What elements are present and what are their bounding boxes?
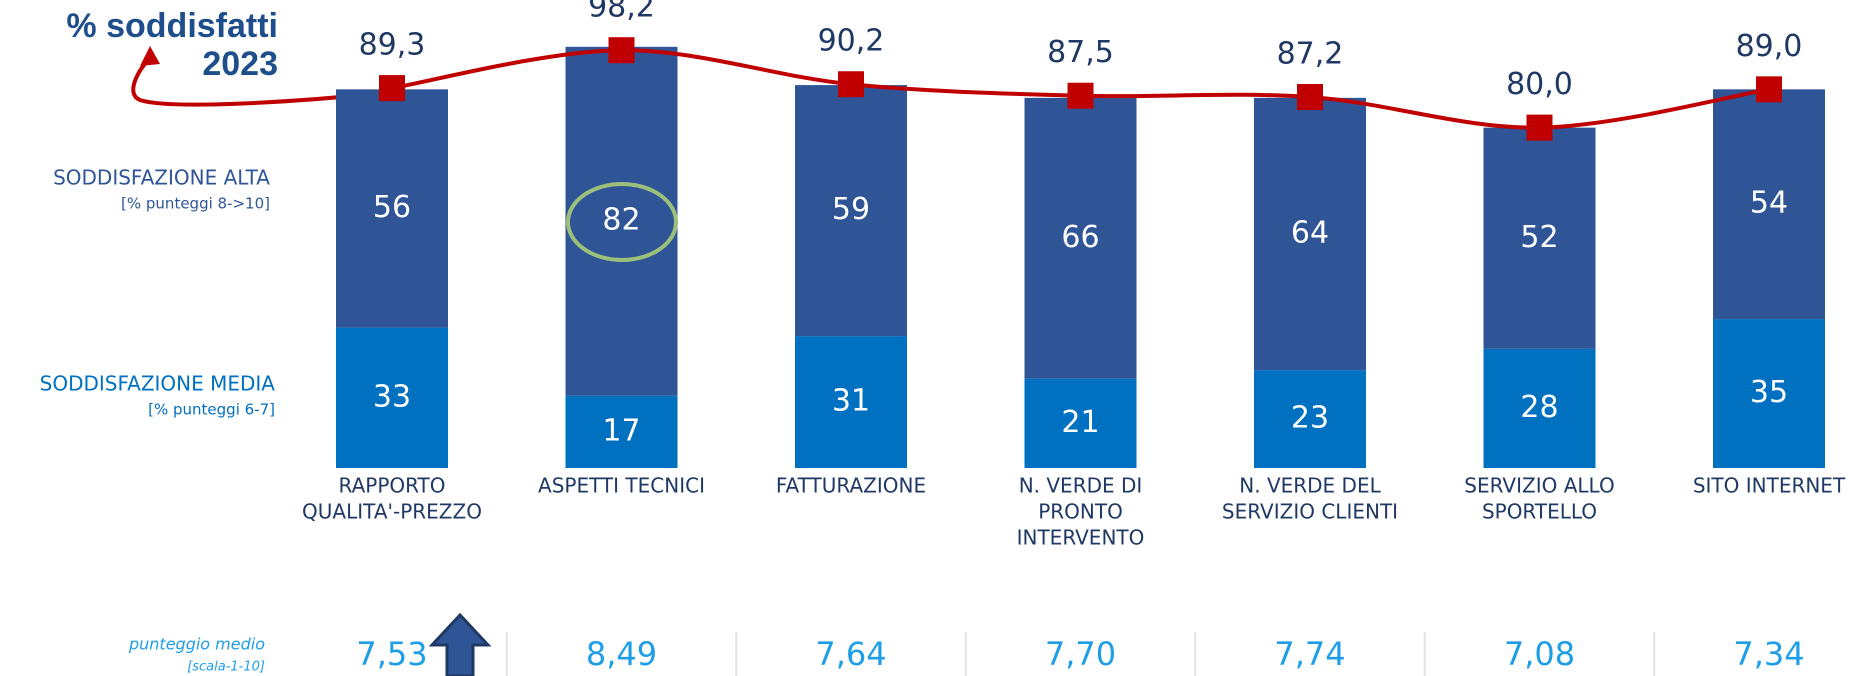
data-label: 21 bbox=[1061, 405, 1099, 440]
line-label: 89,0 bbox=[1736, 29, 1803, 64]
mean-value: 7,08 bbox=[1504, 635, 1575, 673]
x-tick-label: ASPETTI TECNICI bbox=[538, 474, 705, 498]
line-marker bbox=[1067, 82, 1094, 109]
x-tick-label: PRONTO bbox=[1038, 500, 1123, 524]
decor-circle bbox=[566, 182, 678, 262]
chart-title: % soddisfatti bbox=[66, 7, 278, 45]
x-tick-label: SPORTELLO bbox=[1482, 500, 1597, 524]
bar-segment bbox=[1483, 348, 1596, 468]
data-label: 33 bbox=[373, 379, 411, 414]
legend-label: SODDISFAZIONE ALTA bbox=[53, 166, 270, 190]
data-label: 28 bbox=[1520, 390, 1558, 425]
data-label: 31 bbox=[832, 384, 870, 419]
line-label: 98,2 bbox=[588, 0, 655, 25]
data-label: 56 bbox=[373, 190, 411, 225]
chart-title: 2023 bbox=[202, 45, 278, 83]
mean-value: 7,34 bbox=[1733, 635, 1804, 673]
bar-segment bbox=[1483, 127, 1596, 349]
line-label: 87,2 bbox=[1277, 37, 1344, 72]
bar-segment bbox=[1254, 370, 1366, 468]
data-label: 66 bbox=[1061, 220, 1099, 255]
bar-segment bbox=[1713, 319, 1825, 468]
bar-segment bbox=[565, 395, 678, 468]
bar-segment bbox=[1024, 378, 1137, 468]
data-label: 17 bbox=[602, 413, 640, 448]
bar-segment bbox=[336, 89, 448, 328]
line-marker bbox=[1756, 76, 1782, 103]
x-tick-label: RAPPORTO bbox=[338, 474, 445, 498]
x-tick-label: FATTURAZIONE bbox=[776, 474, 926, 498]
mean-value: 7,53 bbox=[356, 635, 427, 673]
x-tick-label: SERVIZIO CLIENTI bbox=[1222, 500, 1398, 524]
line-marker bbox=[1297, 84, 1323, 111]
line-marker bbox=[1526, 114, 1553, 141]
bar-segment bbox=[336, 327, 448, 468]
line-marker bbox=[379, 75, 405, 102]
data-label: 54 bbox=[1750, 186, 1788, 221]
bar-segment bbox=[795, 85, 907, 337]
x-tick-label: N. VERDE DI bbox=[1019, 474, 1143, 498]
legend-label: SODDISFAZIONE MEDIA bbox=[40, 372, 276, 396]
mean-label: punteggio medio bbox=[128, 635, 265, 654]
data-label: 82 bbox=[602, 203, 640, 238]
bar-segment bbox=[1254, 97, 1366, 371]
x-tick-label: INTERVENTO bbox=[1017, 526, 1145, 550]
legend-note: [% punteggi 6-7] bbox=[148, 401, 275, 419]
bar-segment bbox=[1024, 97, 1137, 379]
x-tick-label: SITO INTERNET bbox=[1693, 474, 1846, 498]
x-tick-label: QUALITA'-PREZZO bbox=[302, 500, 482, 524]
bar-segment bbox=[795, 336, 907, 468]
legend-note: [% punteggi 8->10] bbox=[121, 195, 270, 213]
data-label: 59 bbox=[832, 192, 870, 227]
data-label: 35 bbox=[1750, 375, 1788, 410]
mean-value: 7,64 bbox=[815, 635, 886, 673]
line-label: 87,5 bbox=[1047, 35, 1114, 70]
line-label: 80,0 bbox=[1506, 67, 1573, 102]
decor-arrow-head bbox=[140, 46, 160, 66]
x-tick-label: SERVIZIO ALLO bbox=[1464, 474, 1614, 498]
bar-segment bbox=[565, 46, 678, 396]
mean-note: [scala-1-10] bbox=[187, 660, 265, 675]
mean-value: 7,74 bbox=[1274, 635, 1345, 673]
data-label: 64 bbox=[1291, 216, 1329, 251]
line-marker bbox=[608, 37, 635, 64]
data-label: 23 bbox=[1291, 401, 1329, 436]
line-label: 90,2 bbox=[818, 24, 885, 59]
line-label: 89,3 bbox=[359, 28, 426, 63]
mean-value: 7,70 bbox=[1045, 635, 1116, 673]
decor-up-arrow bbox=[428, 612, 492, 676]
x-tick-label: N. VERDE DEL bbox=[1239, 474, 1381, 498]
mean-value: 8,49 bbox=[586, 635, 657, 673]
data-label: 52 bbox=[1520, 220, 1558, 255]
bar-segment bbox=[1713, 89, 1825, 320]
line-marker bbox=[838, 71, 864, 98]
decor-arrow bbox=[131, 56, 393, 107]
